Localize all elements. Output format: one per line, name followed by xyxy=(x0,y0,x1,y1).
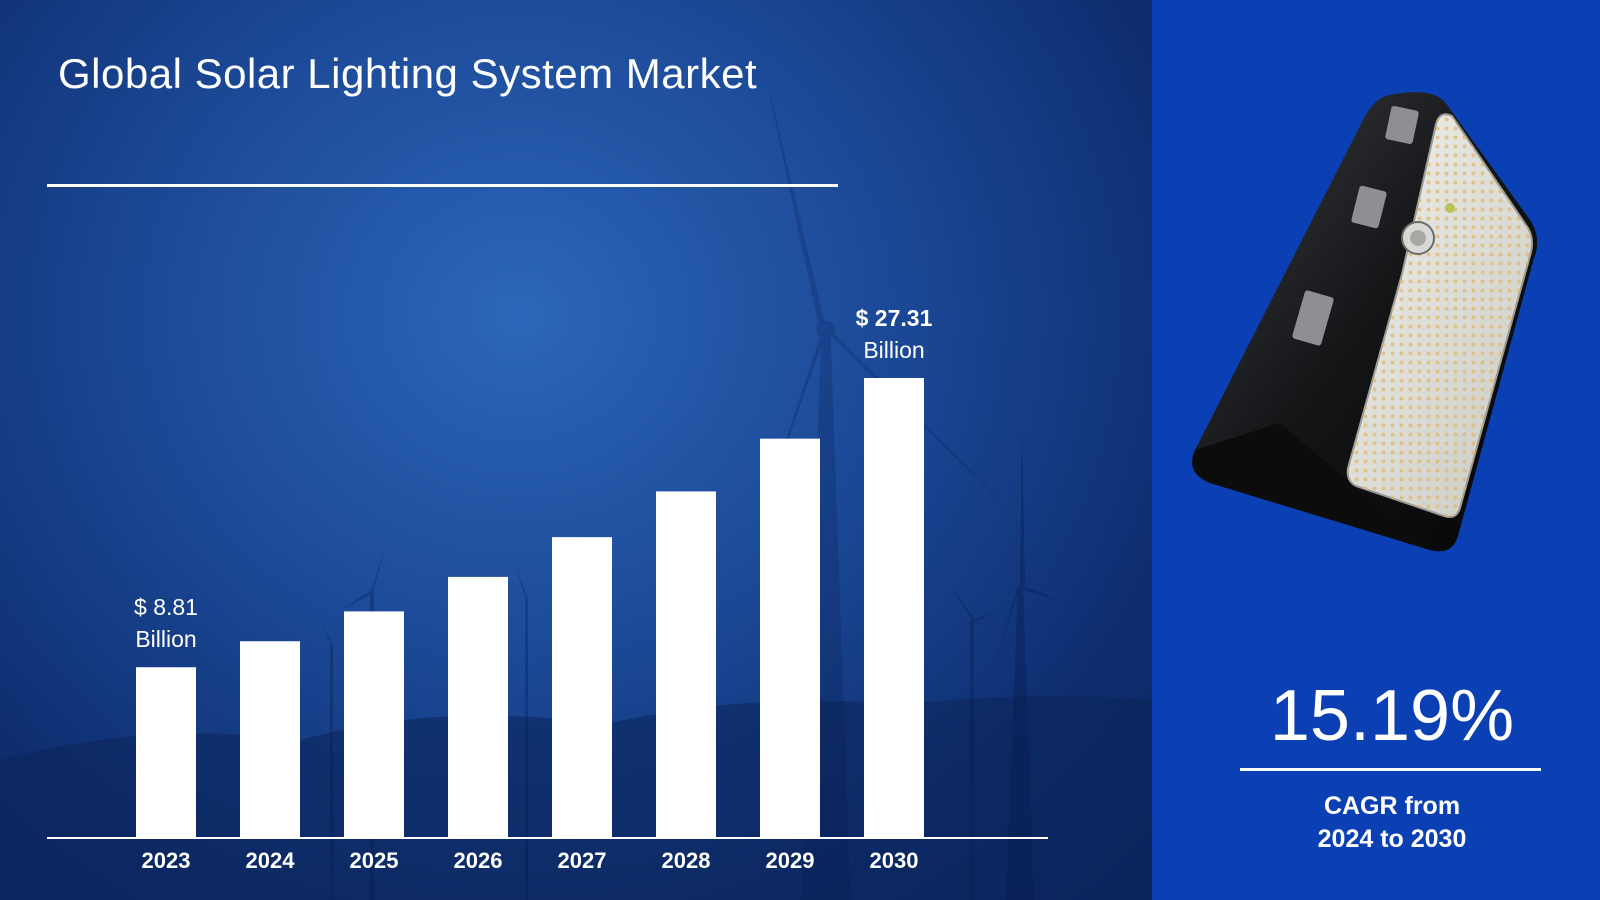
data-label-value-2023: $ 8.81 xyxy=(134,594,198,620)
bar-2028 xyxy=(656,491,716,838)
data-label-value-2030: $ 27.31 xyxy=(856,305,933,331)
data-labels: $ 8.81 Billion $ 27.31 Billion xyxy=(134,305,933,652)
x-tick-2027: 2027 xyxy=(558,848,607,873)
solar-wall-light-icon xyxy=(1192,92,1538,552)
data-label-unit-2030: Billion xyxy=(863,337,924,363)
x-tick-2024: 2024 xyxy=(246,848,296,873)
bar-2026 xyxy=(448,576,508,838)
cagr-caption-line1: CAGR from xyxy=(1323,792,1461,820)
cagr-caption: CAGR from 2024 to 2030 xyxy=(1232,790,1552,856)
x-tick-2028: 2028 xyxy=(662,848,711,873)
cagr-caption-line2: 2024 to 2030 xyxy=(1317,825,1467,853)
title-divider xyxy=(47,184,838,187)
bars xyxy=(136,378,924,838)
bar-2030 xyxy=(864,378,924,838)
x-tick-2023: 2023 xyxy=(142,848,191,873)
x-tick-2029: 2029 xyxy=(766,848,815,873)
x-tick-2026: 2026 xyxy=(454,848,503,873)
x-tick-2025: 2025 xyxy=(350,848,399,873)
cagr-value: 15.19% xyxy=(1269,676,1515,756)
bar-2029 xyxy=(760,438,820,838)
cagr-divider xyxy=(1240,768,1541,771)
x-tick-2030: 2030 xyxy=(870,848,919,873)
chart-title: Global Solar Lighting System Market xyxy=(58,50,758,97)
data-label-unit-2023: Billion xyxy=(135,626,196,652)
bar-2027 xyxy=(552,537,612,838)
bar-2025 xyxy=(344,611,404,838)
bar-chart: 2023 2024 2025 2026 2027 2028 2029 2030 $ 8.81 B… xyxy=(0,0,1152,900)
bar-2023 xyxy=(136,667,196,838)
bar-2024 xyxy=(240,641,300,838)
chart-panel: Global Solar Lighting System Market 2023… xyxy=(0,0,1152,900)
x-tick-labels: 2023 2024 2025 2026 2027 2028 2029 2030 xyxy=(142,848,919,873)
